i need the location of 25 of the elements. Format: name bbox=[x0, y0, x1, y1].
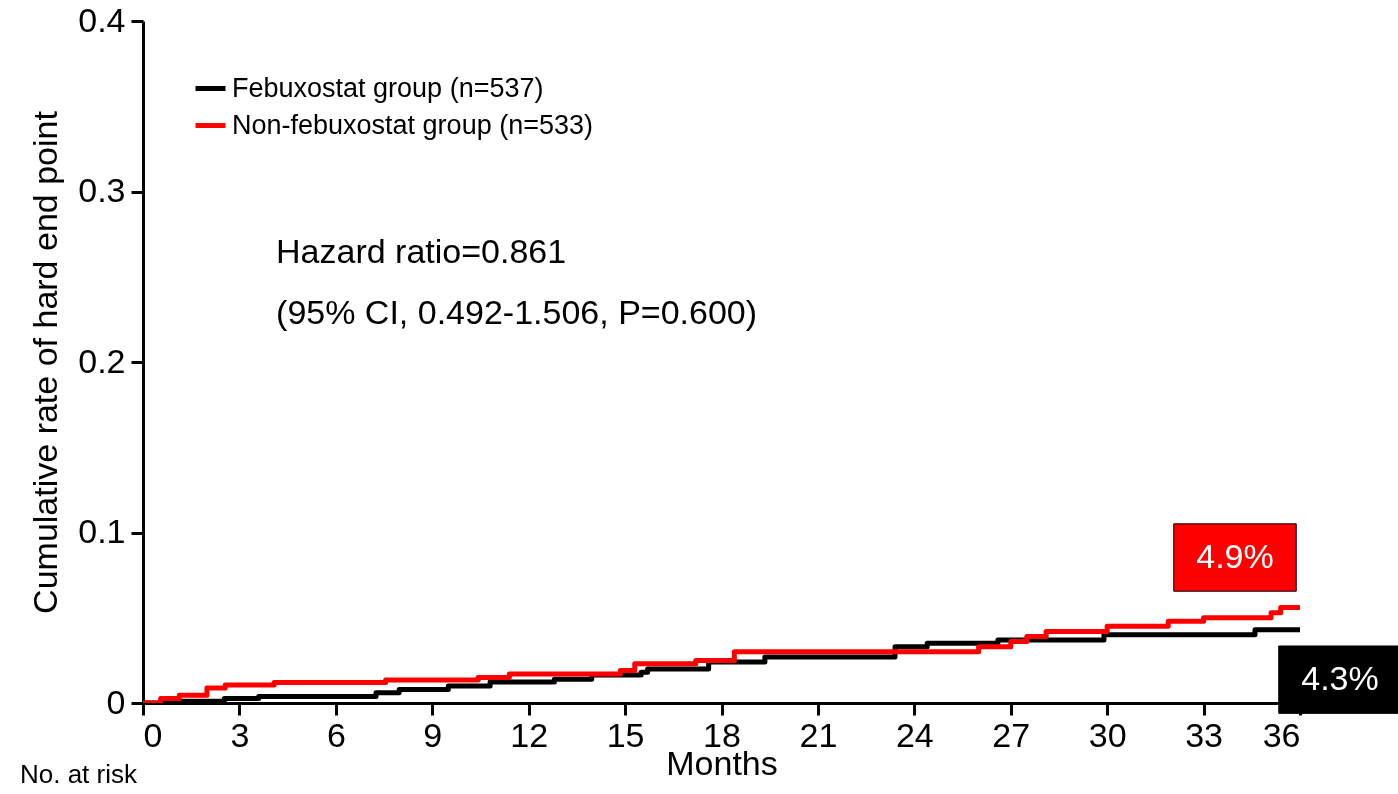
y-tick-label: 0.2 bbox=[78, 341, 126, 380]
legend-label: Non-febuxostat group (n=533) bbox=[232, 109, 593, 140]
x-tick-label: 9 bbox=[423, 715, 443, 754]
legend-label: Febuxostat group (n=537) bbox=[232, 72, 544, 103]
x-tick-label: 12 bbox=[510, 715, 549, 754]
annotation: 4.9% bbox=[1196, 536, 1274, 575]
y-tick-label: 0 bbox=[106, 682, 126, 721]
x-tick-label: 30 bbox=[1088, 715, 1127, 754]
y-tick-label: 0.3 bbox=[78, 171, 126, 209]
x-tick-label: 0 bbox=[143, 715, 163, 754]
x-tick-label: 6 bbox=[326, 715, 346, 754]
x-tick-label: 3 bbox=[230, 715, 250, 754]
annotation: (95% CI, 0.492-1.506, P=0.600) bbox=[276, 293, 758, 332]
y-axis-title: Cumulative rate of hard end point bbox=[26, 110, 65, 614]
y-tick-label: 0.1 bbox=[78, 512, 126, 550]
annotation: Hazard ratio=0.861 bbox=[276, 231, 567, 270]
x-tick-label: 15 bbox=[606, 715, 645, 754]
text: No. at risk bbox=[19, 759, 138, 789]
x-tick-label: 33 bbox=[1185, 715, 1223, 754]
y-tick-label: 0.4 bbox=[78, 0, 126, 39]
x-tick-label: 24 bbox=[895, 715, 934, 754]
x-tick-label: 36 bbox=[1262, 715, 1301, 754]
x-tick-label: 21 bbox=[799, 715, 838, 754]
annotation: 4.3% bbox=[1301, 658, 1379, 697]
x-tick-label: 27 bbox=[992, 715, 1031, 754]
